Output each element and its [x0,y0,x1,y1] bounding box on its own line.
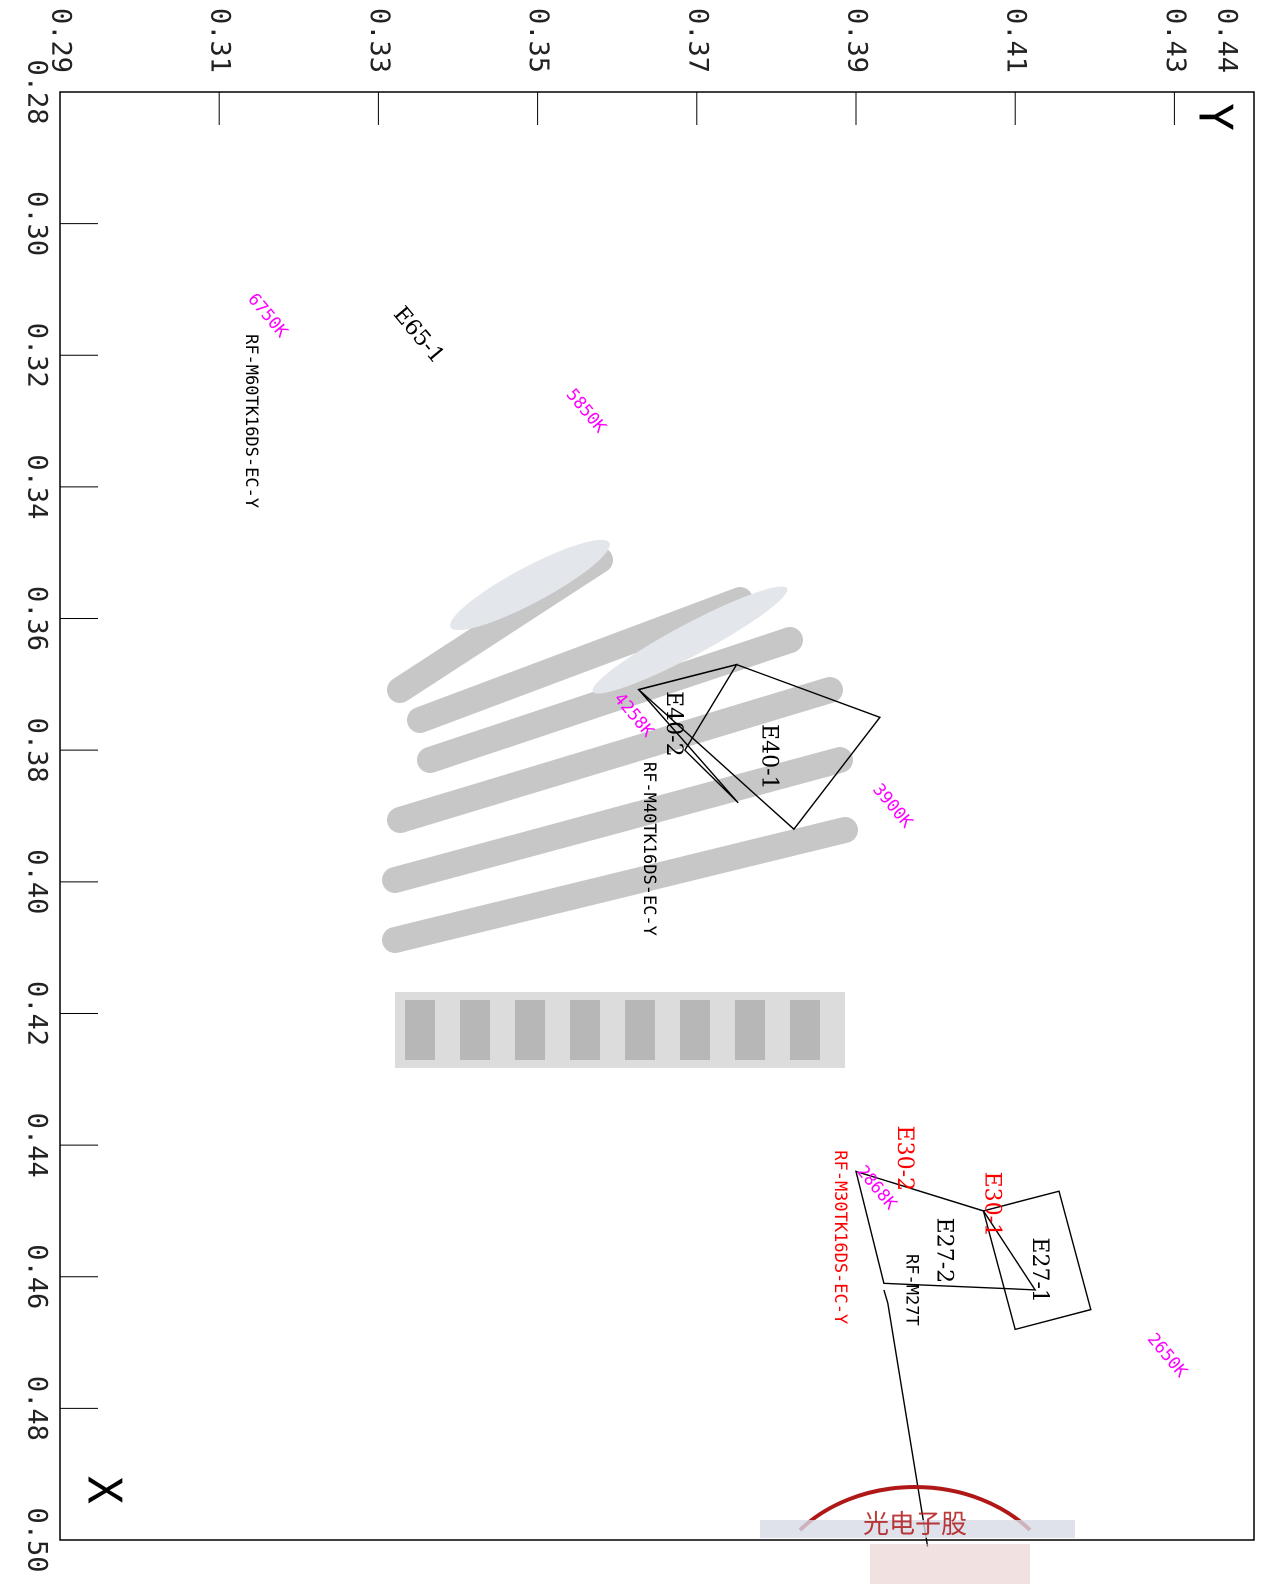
x-tick-label: 0.38 [22,718,53,783]
model-label: RF-M60TK16DS-EC-Y [241,334,261,508]
watermark-glyph [515,1000,545,1060]
watermark-glyph [570,1000,600,1060]
model-label: RF-M27T [902,1254,922,1326]
watermark-glyph [680,1000,710,1060]
axis-ticks: 0.29 0.31 0.33 0.35 0.37 0.39 0.41 0.43 0.44 0.28… [21,8,1242,1573]
watermark-stripe [417,627,803,773]
watermark-glyph [405,1000,435,1060]
bin-label: E65-1 [388,302,449,368]
y-tick-label: 0.29 [46,8,77,73]
watermark-glyph [625,1000,655,1060]
chart-labels: 6750K5850K4258K3900K2868K2650KE65-1E40-1… [241,290,1192,1383]
watermark-glyph [735,1000,765,1060]
bin-label: E40-2 [661,691,686,756]
x-tick-label: 0.28 [22,59,53,124]
x-tick-label: 0.44 [22,1113,53,1178]
y-tick-label: 0.43 [1160,8,1191,73]
watermark-stripe [407,587,753,733]
seal-text: 光电子股 [863,1510,967,1540]
watermark-stripe [382,747,853,893]
watermark-logo [382,539,858,1068]
watermark-glyph [790,1000,820,1060]
watermark-stripe [387,677,843,833]
watermark-ellipse [450,539,610,631]
model-label: RF-M40TK16DS-EC-Y [639,762,659,936]
x-tick-label: 0.32 [22,323,53,388]
seal-arc [798,1485,1032,1532]
y-tick-label: 0.39 [842,8,873,73]
bin-label: E30-1 [979,1172,1004,1237]
watermark-ellipse [592,586,788,694]
seal-scanline [760,1520,1075,1538]
cct-label: 2650K [1143,1330,1192,1383]
watermark-glyph [460,1000,490,1060]
x-tick-label: 0.48 [22,1376,53,1441]
x-tick-label: 0.34 [22,454,53,519]
y-tick-label: 0.35 [523,8,554,73]
x-axis-letter: X [78,1476,132,1504]
y-tick-label: 0.33 [364,8,395,73]
company-seal: 光电子股 [760,1485,1075,1584]
bin-outline [637,663,739,804]
seal-lower [870,1544,1030,1584]
plot-border [59,91,1255,1541]
plot-frame [59,91,1255,1541]
bin-label: E30-2 [892,1126,917,1191]
cct-label: 5850K [562,385,611,438]
bin-outline [982,1190,1092,1331]
y-tick-label: 0.31 [205,8,236,73]
model-label: RF-M30TK16DS-EC-Y [830,1150,850,1324]
bin-label: E27-1 [1027,1237,1052,1302]
x-tick-label: 0.30 [22,191,53,256]
x-tick-label: 0.40 [22,849,53,914]
bin-outline [883,1289,929,1547]
y-axis-letter: Y [1189,103,1243,131]
watermark-stripe [382,817,858,953]
y-tick-label: 0.41 [1001,8,1032,73]
y-tick-label: 0.37 [682,8,713,73]
bin-outline [855,1170,1037,1291]
bin-label: E27-2 [932,1218,957,1283]
watermark-logo-block [395,992,845,1068]
bin-quadrangles [637,663,1092,1547]
x-tick-label: 0.50 [22,1507,53,1572]
y-tick-label: 0.44 [1212,8,1243,73]
x-tick-label: 0.46 [22,1244,53,1309]
bin-label: E40-1 [756,724,781,789]
cct-label: 3900K [868,780,917,833]
x-tick-label: 0.42 [21,981,52,1046]
x-tick-label: 0.36 [22,586,53,651]
